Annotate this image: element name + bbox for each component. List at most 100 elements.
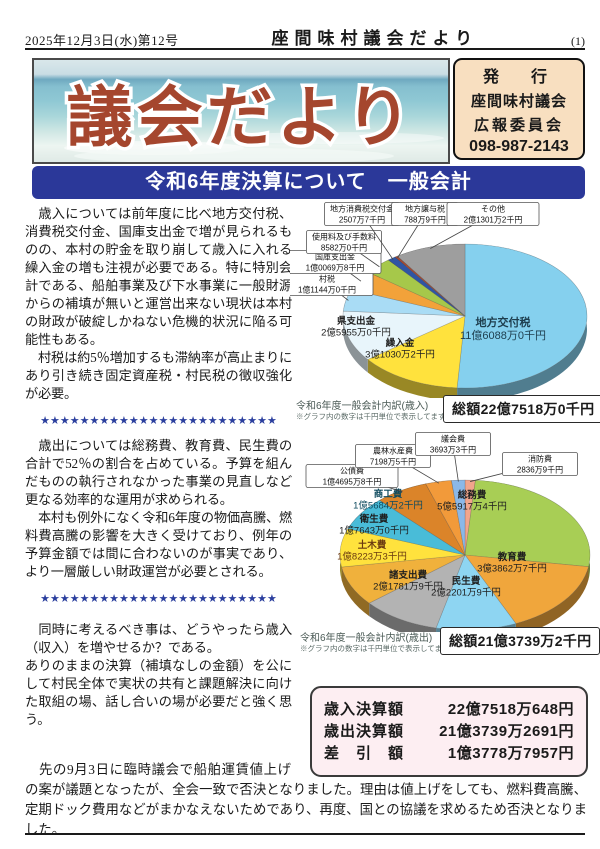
pie-label-value: 1億4695万8千円 xyxy=(323,477,382,487)
masthead-banner: 議会だより xyxy=(32,58,450,164)
summary-row-value: 21億3739万2691円 xyxy=(439,723,574,740)
pie-label-value: 2億2201万9千円 xyxy=(431,587,501,599)
pie-slice-depth xyxy=(367,359,458,398)
summary-row-label: 歳入決算額 xyxy=(324,701,405,718)
pie-label-value: 3693万3千円 xyxy=(430,445,476,455)
star-divider: ★★★★★★★★★★★★★★★★★★★★★★★★ xyxy=(40,592,277,605)
pie-label-name: 議会費 xyxy=(441,434,465,444)
pie-slice xyxy=(394,255,466,317)
pie-label-name: 公債費 xyxy=(340,466,364,476)
pie-slice xyxy=(379,483,466,556)
summary-row: 歳出決算額 21億3739万2691円 xyxy=(324,722,574,741)
pie-slice xyxy=(339,528,466,568)
pie-label-name: 衛生費 xyxy=(359,513,389,525)
page-number: (1) xyxy=(571,34,585,48)
pie-label-name: 村税 xyxy=(319,274,335,284)
pie-label-value: 2億1781万9千円 xyxy=(373,581,443,593)
pie-slice xyxy=(456,243,588,389)
pie-slice-depth xyxy=(515,566,589,632)
pie-label-name: 民生費 xyxy=(452,575,481,587)
issue-date: 2025年12月3日(水)第12号 xyxy=(25,33,179,48)
pie-callout-box xyxy=(415,432,491,456)
summary-row-label: 歳出決算額 xyxy=(324,723,405,740)
summary-row-value: 1億3778万7957円 xyxy=(447,745,574,762)
paragraph-expense-1: 歳出については総務費、教育費、民生費の合計で52％の割合を占めている。予算を組ん… xyxy=(25,438,292,507)
pie-slice xyxy=(425,480,466,556)
pie-slice xyxy=(367,315,466,389)
settlement-summary-table: 歳入決算額 22億7518万648円歳出決算額 21億3739万2691円差 引 額… xyxy=(310,686,588,777)
pie-callout-box xyxy=(446,202,540,226)
summary-row: 差 引 額 1億3778万7957円 xyxy=(324,744,574,763)
pie-slice xyxy=(396,243,466,317)
postscript-wrap-spacer xyxy=(291,760,587,778)
pie-label-value: 11億6088万0千円 xyxy=(460,329,546,342)
expense-pie-chart: 消防費2836万9千円総務費5億5917万4千円教育費3億3862万7千円民生費… xyxy=(305,432,591,632)
pie-slice xyxy=(368,554,466,629)
pie-slice xyxy=(387,256,466,317)
paragraph-revenue-2: 村税は約5％増加するも滞納率が高止まりにあり引き続き固定資産税・村民税の徴収強化… xyxy=(25,350,292,401)
pie-label-value: 2億1301万2千円 xyxy=(464,215,523,225)
pie-label-name: 商工費 xyxy=(374,488,403,500)
expense-total-badge: 総額21億3739万2千円 xyxy=(440,627,600,655)
issuer-phone: 098-987-2143 xyxy=(469,137,569,155)
masthead-title: 議会だより xyxy=(67,80,416,154)
issuer-box: 発 行 座間味村議会 広報委員会 098-987-2143 xyxy=(453,58,585,160)
pie-label-value: 1億8223万3千円 xyxy=(337,551,407,563)
pie-label-name: 農林水産費 xyxy=(373,446,413,456)
pie-slice xyxy=(464,479,591,568)
pie-label-name: 消防費 xyxy=(528,454,552,464)
section-title-bar: 令和6年度決算について 一般会計 xyxy=(32,166,585,199)
pie-label-name: 総務費 xyxy=(458,489,487,501)
paragraph-expense-2: 本村も例外になく令和6年度の物価高騰、燃料費高騰の影響を大きく受けており、例年の… xyxy=(25,510,292,579)
expense-chart-caption: 令和6年度一般会計内訳(歳出) xyxy=(300,633,433,644)
pie-label-name: 繰入金 xyxy=(385,337,415,349)
footer-rule xyxy=(25,833,585,835)
pie-slice xyxy=(347,499,466,556)
revenue-chart-caption: 令和6年度一般会計内訳(歳入) xyxy=(296,401,429,412)
pie-callout-box xyxy=(305,464,399,488)
article-column: 歳入については前年度に比べ地方交付税、消費税交付金、国庫支出金で増が見られるもの… xyxy=(25,205,292,729)
pie-label-name: 使用料及び手数料 xyxy=(312,232,376,242)
pie-label-value: 3億1030万2千円 xyxy=(365,349,435,361)
masthead-art: 議会だより xyxy=(63,77,444,162)
pie-label-name: 地方譲与税 xyxy=(405,204,445,214)
revenue-total-badge: 総額22億7518万0千円 xyxy=(443,395,600,423)
pie-label-name: 土木費 xyxy=(358,539,387,551)
issuer-committee: 広報委員会 xyxy=(473,116,564,134)
pie-label-name: 国庫支出金 xyxy=(315,252,355,262)
summary-row-value: 22億7518万648円 xyxy=(447,701,574,718)
pie-slice xyxy=(341,554,466,604)
pie-label-value: 1億5684万2千円 xyxy=(353,500,423,512)
pie-slice xyxy=(342,310,466,360)
pie-label-name: 諸支出費 xyxy=(389,569,428,581)
pie-label-value: 3億3862万7千円 xyxy=(477,563,547,575)
postscript-text: 先の9月3日に臨時議会で船舶運賃値上げの案が議題となったが、全会一致で否決となり… xyxy=(25,762,587,837)
star-divider: ★★★★★★★★★★★★★★★★★★★★★★★★ xyxy=(40,414,277,427)
pie-label-name: その他 xyxy=(481,204,505,214)
revenue-chart-note: ※グラフ内の数字は千円単位で表示してます xyxy=(296,412,446,421)
pie-label-name: 県支出金 xyxy=(337,315,376,327)
header-rule xyxy=(25,48,585,50)
paragraph-closing-2: ありのままの決算（補填なしの金額）を公にして村民全体で実状の共有と課題解決に向け… xyxy=(25,658,292,727)
pie-label-value: 2507万7千円 xyxy=(339,215,385,225)
postscript-block: 先の9月3日に臨時議会で船舶運賃値上げの案が議題となったが、全会一致で否決となり… xyxy=(25,760,587,840)
pie-label-value: 2836万9千円 xyxy=(517,465,563,475)
pie-label-name: 教育費 xyxy=(497,551,527,563)
pie-slice-depth xyxy=(341,567,370,617)
pie-label-value: 2億5955万0千円 xyxy=(321,327,391,339)
newsletter-name: 座間味村議会だより xyxy=(271,29,479,48)
pie-label-value: 788万9千円 xyxy=(404,215,446,225)
pie-label-value: 1億0069万8千円 xyxy=(306,263,365,273)
paragraph-revenue-1: 歳入については前年度に比べ地方交付税、消費税交付金、国庫支出金で増が見られるもの… xyxy=(25,206,292,347)
summary-row-label: 差 引 額 xyxy=(324,745,405,762)
pie-label-name: 地方消費税交付金 xyxy=(330,204,394,214)
pie-callout-box xyxy=(355,444,431,468)
pie-label-value: 1億7643万0千円 xyxy=(339,525,409,537)
summary-row: 歳入決算額 22億7518万648円 xyxy=(324,700,574,719)
pie-label-value: 8582万0千円 xyxy=(321,243,367,253)
pie-slice-depth xyxy=(343,311,368,373)
pie-label-value: 5億5917万4千円 xyxy=(437,501,507,513)
issuer-org: 座間味村議会 xyxy=(470,92,567,110)
